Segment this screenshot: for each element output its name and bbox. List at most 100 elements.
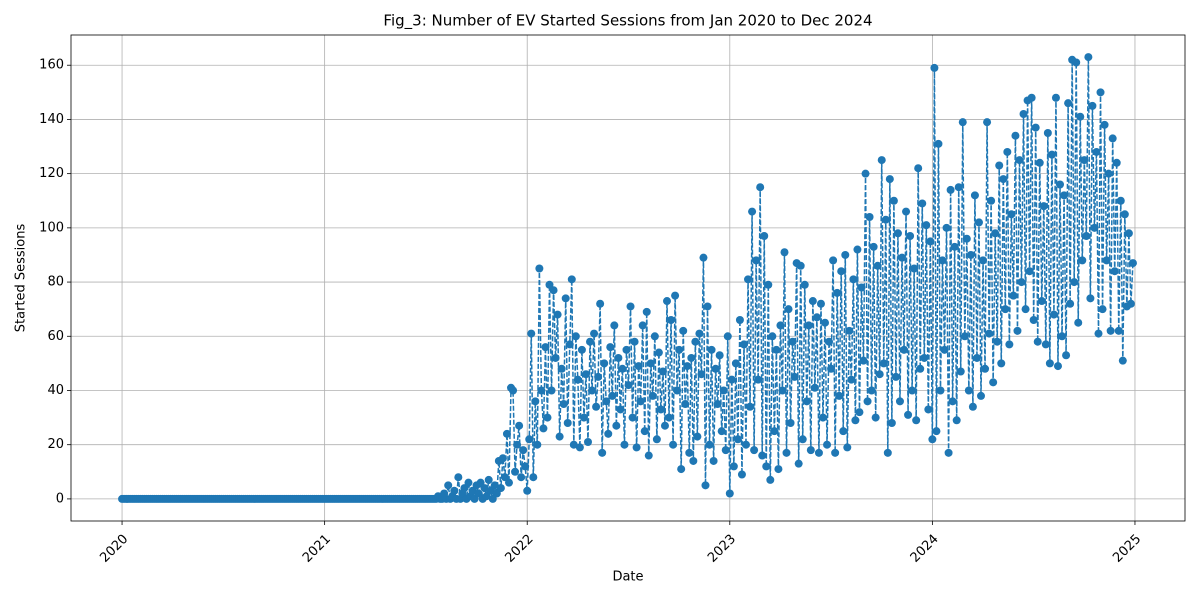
data-point <box>895 397 904 406</box>
data-point <box>1070 278 1079 287</box>
x-tick-label: 2020 <box>97 532 131 566</box>
data-point <box>1051 93 1060 102</box>
x-tick-label: 2022 <box>503 532 537 566</box>
data-point <box>553 310 562 319</box>
data-point <box>853 245 862 254</box>
data-point <box>964 386 973 395</box>
data-point <box>699 253 708 262</box>
data-point <box>1035 158 1044 167</box>
data-point <box>782 448 791 457</box>
data-point <box>798 435 807 444</box>
data-point <box>665 413 674 422</box>
data-point <box>810 383 819 392</box>
data-point <box>764 280 773 289</box>
data-point <box>1033 337 1042 346</box>
data-point <box>1088 101 1097 110</box>
data-point <box>1039 202 1048 211</box>
data-point <box>529 473 538 482</box>
data-point <box>972 353 981 362</box>
data-point <box>517 473 526 482</box>
data-point <box>679 326 688 335</box>
data-point <box>979 256 988 265</box>
data-point <box>606 343 615 352</box>
axes-frame <box>70 34 1186 522</box>
data-point <box>981 364 990 373</box>
data-point <box>833 288 842 297</box>
data-point <box>531 397 540 406</box>
data-point <box>987 196 996 205</box>
data-point <box>825 337 834 346</box>
data-point <box>496 484 505 493</box>
data-point <box>1005 340 1014 349</box>
data-point <box>1126 299 1135 308</box>
data-point <box>960 332 969 341</box>
data-point <box>1027 93 1036 102</box>
data-point <box>1118 356 1127 365</box>
data-point <box>837 267 846 276</box>
series-line <box>122 57 1134 502</box>
data-point <box>778 386 787 395</box>
data-point <box>685 448 694 457</box>
data-point <box>918 199 927 208</box>
data-point <box>642 307 651 316</box>
data-point <box>667 316 676 325</box>
data-point <box>624 381 633 390</box>
y-tick-label: 160 <box>39 58 64 73</box>
x-axis-label: Date <box>612 570 643 585</box>
data-point <box>737 470 746 479</box>
data-point <box>519 446 528 455</box>
data-point <box>936 386 945 395</box>
data-point <box>563 419 572 428</box>
data-point <box>806 446 815 455</box>
data-point <box>1102 256 1111 265</box>
data-point <box>766 475 775 484</box>
data-point <box>999 175 1008 184</box>
data-point <box>723 332 732 341</box>
data-point <box>640 427 649 436</box>
data-point <box>754 375 763 384</box>
data-point <box>632 443 641 452</box>
x-tick-label: 2025 <box>1110 532 1144 566</box>
data-point <box>839 427 848 436</box>
data-point <box>513 440 522 449</box>
data-point <box>1025 267 1034 276</box>
chart-title: Fig_3: Number of EV Started Sessions fro… <box>383 12 872 31</box>
y-tick-label: 0 <box>56 491 64 506</box>
data-point <box>952 416 961 425</box>
data-point <box>904 410 913 419</box>
data-point <box>727 375 736 384</box>
data-point <box>1098 305 1107 314</box>
data-point <box>1019 110 1028 119</box>
data-point <box>707 345 716 354</box>
data-point <box>669 440 678 449</box>
data-point <box>930 63 939 72</box>
data-point <box>970 191 979 200</box>
data-point <box>950 242 959 251</box>
data-point <box>881 215 890 224</box>
data-point <box>1080 156 1089 165</box>
y-tick-label: 100 <box>39 220 64 235</box>
data-point <box>780 248 789 257</box>
data-point <box>1064 99 1073 108</box>
data-point <box>454 473 463 482</box>
data-point <box>772 345 781 354</box>
data-point <box>760 231 769 240</box>
data-point <box>705 440 714 449</box>
data-point <box>746 402 755 411</box>
data-point <box>829 256 838 265</box>
data-point <box>804 321 813 330</box>
data-point <box>1047 150 1056 159</box>
data-point <box>1021 305 1030 314</box>
data-point <box>983 118 992 127</box>
data-point <box>861 169 870 178</box>
data-point <box>650 332 659 341</box>
data-point <box>541 343 550 352</box>
data-point <box>758 451 767 460</box>
data-point <box>592 402 601 411</box>
data-point <box>914 164 923 173</box>
data-point <box>616 405 625 414</box>
grid: 0 20 40 60 80 100 120 140 160 2020 2021 2022 2023 202… <box>39 35 1185 566</box>
data-point <box>1128 259 1137 268</box>
data-point <box>843 443 852 452</box>
